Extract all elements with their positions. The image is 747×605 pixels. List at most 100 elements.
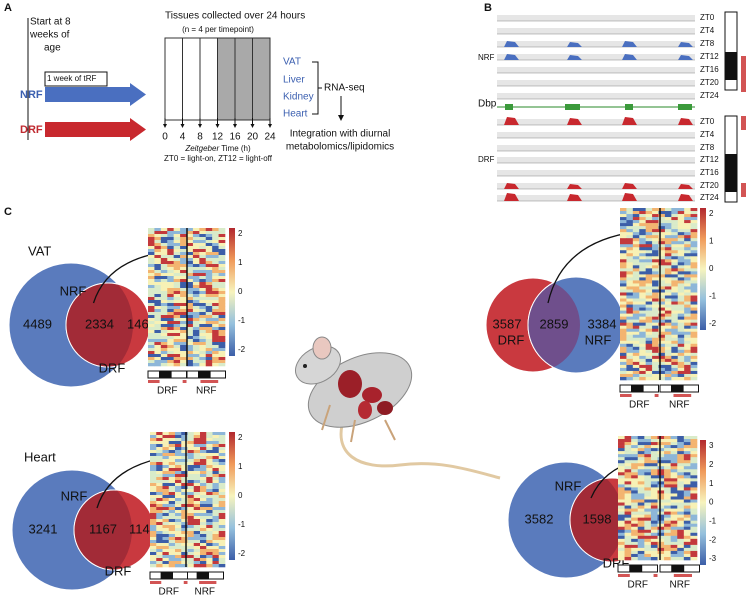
- heatmap-cell: [631, 493, 639, 497]
- heatmap-cell: [683, 469, 691, 473]
- heatmap-cell: [193, 489, 201, 493]
- heatmap-cell: [181, 459, 188, 463]
- heatmap-cell: [657, 454, 665, 458]
- zt-label: ZT12: [700, 52, 719, 61]
- track-band: [497, 170, 695, 176]
- heatmap-cell: [199, 228, 207, 232]
- heatmap-cell: [218, 513, 226, 517]
- heatmap-cell: [632, 301, 640, 305]
- heatmap-cell: [187, 432, 195, 436]
- heatmap-cell: [206, 465, 213, 469]
- heatmap-cell: [162, 444, 170, 448]
- heatmap-cell: [206, 498, 213, 502]
- heatmap-cell: [664, 313, 672, 317]
- heatmap-cell: [199, 273, 207, 277]
- heatmap-cell: [631, 532, 639, 537]
- heatmap-cell: [199, 357, 207, 361]
- heatmap-cell: [168, 477, 176, 481]
- heatmap-cell: [620, 253, 627, 257]
- start-text: Start at 8: [30, 17, 71, 28]
- heatmap-cell: [620, 304, 627, 308]
- heatmap-cell: [637, 514, 645, 518]
- heatmap-cell: [181, 438, 188, 442]
- heatmap-cell: [639, 208, 646, 212]
- heatmap-cell: [193, 555, 201, 559]
- venn-name: NRF: [61, 488, 88, 503]
- heatmap-cell: [173, 276, 181, 280]
- heatmap-cell: [652, 238, 659, 242]
- heatmap-cell: [212, 231, 219, 235]
- heatmap-cell: [187, 495, 195, 499]
- tissue-title: Heart: [24, 449, 56, 464]
- heatmap-cell: [193, 537, 201, 541]
- heatmap-cell: [173, 354, 181, 358]
- heatmap-cell: [626, 274, 634, 278]
- heatmap-cell: [684, 250, 691, 254]
- heatmap-cell: [187, 519, 195, 523]
- heatmap-cell: [677, 211, 685, 215]
- heatmap-cell: [690, 334, 698, 339]
- heatmap-cell: [626, 244, 634, 248]
- heatmap-cell: [205, 303, 213, 307]
- heatmap-cell: [631, 511, 639, 515]
- heatmap-cell: [173, 273, 181, 277]
- heatmap-cell: [206, 525, 213, 529]
- heatmap-cell: [670, 481, 678, 485]
- heatmap-cell: [218, 468, 226, 472]
- heatmap-cell: [645, 280, 653, 284]
- heatmap-cell: [199, 276, 207, 280]
- heatmap-cell: [632, 322, 640, 326]
- heatmap-cell: [167, 345, 174, 349]
- heatmap-cell: [677, 544, 685, 549]
- heatmap-cell: [626, 268, 634, 272]
- heatmap-cell: [192, 321, 200, 325]
- heatmap-cell: [637, 535, 645, 540]
- heatmap-cell: [684, 301, 691, 305]
- heatmap-cell: [664, 466, 671, 470]
- heatmap-cell: [657, 517, 665, 521]
- heatmap-cell: [664, 253, 672, 257]
- exon: [678, 104, 692, 110]
- heatmap-cell: [218, 273, 226, 277]
- heatmap-cell: [148, 291, 155, 295]
- heatmap-cell: [677, 376, 685, 381]
- heatmap-cell: [186, 282, 194, 286]
- heatmap-cell: [212, 330, 219, 334]
- heatmap-cell: [212, 483, 220, 487]
- heatmap-cell: [192, 234, 200, 238]
- heatmap-cell: [187, 462, 195, 466]
- heatmap-cell: [148, 315, 155, 319]
- heatmap-cell: [150, 453, 157, 457]
- heatmap-cell: [650, 532, 658, 537]
- heatmap-cell: [173, 333, 181, 337]
- heatmap-cell: [664, 556, 671, 561]
- heatmap-cell: [186, 273, 194, 277]
- time-label: 20: [247, 132, 259, 143]
- heatmap-cell: [150, 459, 157, 463]
- heatmap-cell: [637, 463, 645, 467]
- heatmap-cell: [618, 511, 625, 515]
- heatmap-cell: [652, 325, 659, 330]
- heatmap-cell: [683, 448, 691, 452]
- heatmap-cell: [173, 363, 181, 367]
- heatmap-cell: [212, 447, 220, 451]
- heatmap-cell: [199, 270, 207, 274]
- heatmap-cell: [205, 270, 213, 274]
- heatmap-cell: [180, 261, 187, 265]
- heatmap-cell: [206, 561, 213, 565]
- heatmap-cell: [645, 349, 653, 354]
- heatmap-cell: [684, 307, 691, 311]
- heatmap-cell: [677, 523, 685, 528]
- heatmap-cell: [684, 253, 691, 257]
- heatmap-cell: [626, 361, 634, 366]
- heatmap-cell: [632, 334, 640, 339]
- heatmap-cell: [160, 273, 168, 277]
- heatmap-cell: [218, 444, 226, 448]
- heatmap-cell: [187, 486, 195, 490]
- heatmap-cell: [167, 309, 174, 313]
- heatmap-cell: [658, 370, 666, 375]
- heatmap-cell: [618, 535, 625, 540]
- heatmap-cell: [631, 481, 639, 485]
- heatmap-cell: [200, 561, 207, 565]
- heatmap-cell: [639, 262, 646, 266]
